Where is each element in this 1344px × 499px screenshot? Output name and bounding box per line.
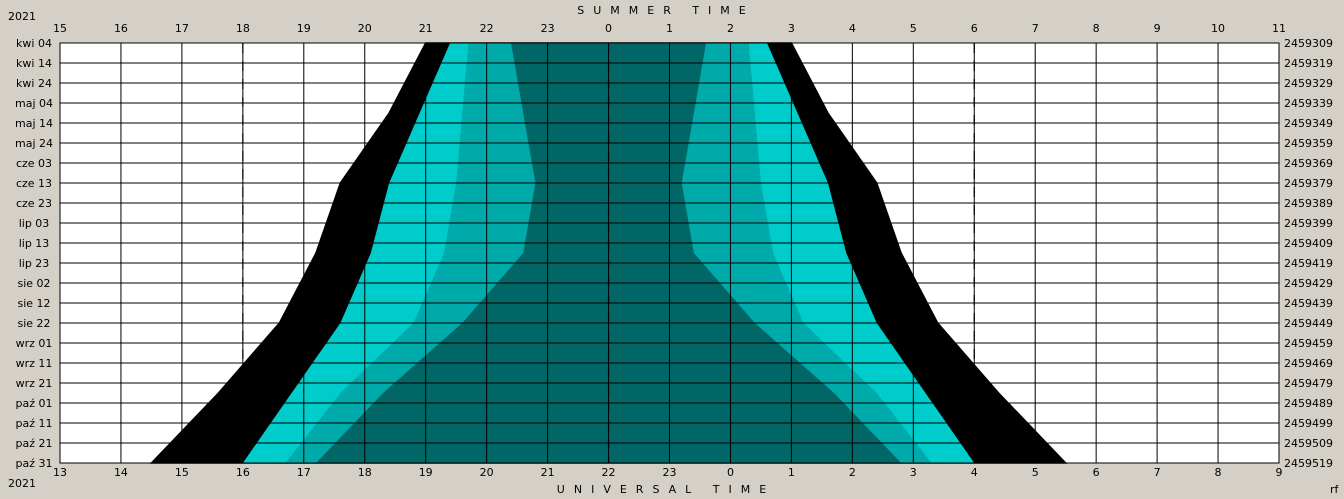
julian-day-label: 2459369 <box>1284 157 1333 170</box>
top-tick-label: 1 <box>666 22 673 35</box>
julian-day-label: 2459459 <box>1284 337 1333 350</box>
top-tick-label: 22 <box>480 22 494 35</box>
top-tick-label: 15 <box>53 22 67 35</box>
bottom-tick-label: 6 <box>1093 466 1100 479</box>
julian-day-label: 2459429 <box>1284 277 1333 290</box>
top-tick-label: 4 <box>849 22 856 35</box>
julian-day-label: 2459469 <box>1284 357 1333 370</box>
julian-day-label: 2459519 <box>1284 457 1333 470</box>
bottom-tick-label: 17 <box>297 466 311 479</box>
top-tick-label: 7 <box>1032 22 1039 35</box>
bottom-tick-label: 9 <box>1276 466 1283 479</box>
date-label: maj 24 <box>15 137 53 150</box>
date-label: kwi 14 <box>16 57 52 70</box>
date-label: cze 03 <box>16 157 52 170</box>
bottom-tick-label: 20 <box>480 466 494 479</box>
top-tick-label: 8 <box>1093 22 1100 35</box>
julian-day-label: 2459339 <box>1284 97 1333 110</box>
year-label-top: 2021 <box>8 10 36 23</box>
date-label: sie 12 <box>17 297 50 310</box>
bottom-tick-label: 13 <box>53 466 67 479</box>
bottom-tick-label: 22 <box>602 466 616 479</box>
julian-day-label: 2459389 <box>1284 197 1333 210</box>
plot-frame <box>59 42 1280 464</box>
bottom-tick-label: 5 <box>1032 466 1039 479</box>
date-label: paź 01 <box>16 397 53 410</box>
julian-day-label: 2459309 <box>1284 37 1333 50</box>
top-tick-label: 20 <box>358 22 372 35</box>
top-tick-label: 2 <box>727 22 734 35</box>
top-tick-label: 6 <box>971 22 978 35</box>
date-label: paź 21 <box>16 437 53 450</box>
top-tick-label: 3 <box>788 22 795 35</box>
top-tick-label: 16 <box>114 22 128 35</box>
julian-day-label: 2459419 <box>1284 257 1333 270</box>
top-tick-label: 19 <box>297 22 311 35</box>
bottom-tick-label: 15 <box>175 466 189 479</box>
date-label: cze 13 <box>16 177 52 190</box>
date-label: paź 11 <box>16 417 53 430</box>
julian-day-label: 2459489 <box>1284 397 1333 410</box>
top-axis-title: SUMMER TIME <box>577 4 755 17</box>
bottom-tick-label: 8 <box>1215 466 1222 479</box>
bottom-tick-label: 1 <box>788 466 795 479</box>
bottom-tick-label: 3 <box>910 466 917 479</box>
date-label: sie 22 <box>17 317 50 330</box>
julian-day-label: 2459349 <box>1284 117 1333 130</box>
bottom-tick-label: 14 <box>114 466 128 479</box>
top-tick-label: 21 <box>419 22 433 35</box>
date-label: lip 03 <box>19 217 50 230</box>
julian-day-label: 2459509 <box>1284 437 1333 450</box>
date-label: lip 13 <box>19 237 50 250</box>
julian-day-label: 2459479 <box>1284 377 1333 390</box>
bottom-tick-label: 7 <box>1154 466 1161 479</box>
date-label: maj 14 <box>15 117 53 130</box>
bottom-tick-label: 4 <box>971 466 978 479</box>
bottom-tick-label: 23 <box>663 466 677 479</box>
bottom-tick-label: 19 <box>419 466 433 479</box>
julian-day-label: 2459399 <box>1284 217 1333 230</box>
julian-day-label: 2459329 <box>1284 77 1333 90</box>
date-label: lip 23 <box>19 257 50 270</box>
date-label: wrz 11 <box>16 357 53 370</box>
top-tick-label: 11 <box>1272 22 1286 35</box>
bottom-axis-title: UNIVERSAL TIME <box>557 483 775 496</box>
julian-day-label: 2459379 <box>1284 177 1333 190</box>
julian-day-label: 2459449 <box>1284 317 1333 330</box>
year-label-bottom: 2021 <box>8 477 36 490</box>
top-tick-label: 10 <box>1211 22 1225 35</box>
date-label: cze 23 <box>16 197 52 210</box>
date-label: kwi 04 <box>16 37 52 50</box>
bottom-tick-label: 0 <box>727 466 734 479</box>
date-label: maj 04 <box>15 97 53 110</box>
bottom-tick-label: 16 <box>236 466 250 479</box>
bottom-tick-label: 18 <box>358 466 372 479</box>
bottom-tick-label: 2 <box>849 466 856 479</box>
bottom-tick-label: 21 <box>541 466 555 479</box>
julian-day-label: 2459439 <box>1284 297 1333 310</box>
top-tick-label: 23 <box>541 22 555 35</box>
top-tick-label: 0 <box>605 22 612 35</box>
top-tick-label: 17 <box>175 22 189 35</box>
top-tick-label: 5 <box>910 22 917 35</box>
date-label: wrz 01 <box>16 337 53 350</box>
julian-day-label: 2459409 <box>1284 237 1333 250</box>
top-tick-label: 18 <box>236 22 250 35</box>
corner-mark: rf <box>1330 483 1340 496</box>
julian-day-label: 2459359 <box>1284 137 1333 150</box>
julian-day-label: 2459499 <box>1284 417 1333 430</box>
date-label: paź 31 <box>16 457 53 470</box>
date-label: wrz 21 <box>16 377 53 390</box>
date-label: sie 02 <box>17 277 50 290</box>
date-label: kwi 24 <box>16 77 52 90</box>
julian-day-label: 2459319 <box>1284 57 1333 70</box>
top-tick-label: 9 <box>1154 22 1161 35</box>
